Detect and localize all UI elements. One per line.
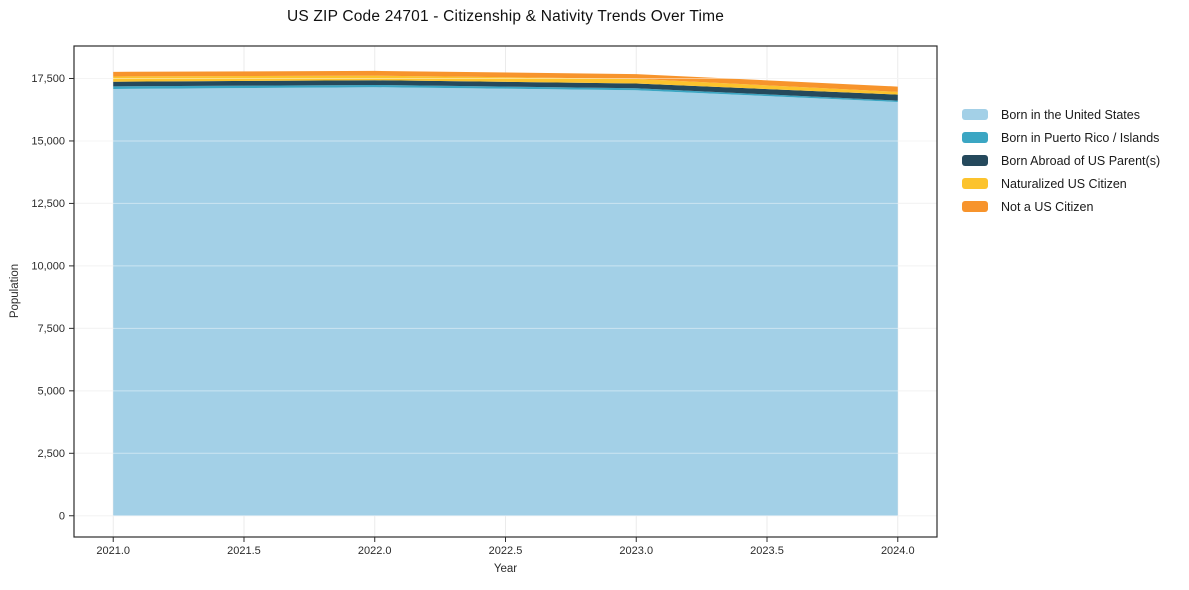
svg-text:2022.5: 2022.5 [489,545,523,557]
svg-text:7,500: 7,500 [37,323,65,335]
legend-swatch-icon [962,178,988,189]
svg-text:12,500: 12,500 [31,198,65,210]
svg-text:15,000: 15,000 [31,135,65,147]
legend-item-1: Born in Puerto Rico / Islands [962,126,1160,149]
legend-label: Born Abroad of US Parent(s) [1001,153,1161,168]
svg-text:17,500: 17,500 [31,73,65,85]
chart-title: US ZIP Code 24701 - Citizenship & Nativi… [286,8,725,25]
y-tick-labels: 0 2,500 5,000 7,500 10,000 12,500 15,000 17,500 [31,73,65,522]
svg-text:2022.0: 2022.0 [358,545,392,557]
x-tick-labels: 2021.0 2021.5 2022.0 2022.5 2023.0 2023.5 2024… [96,545,914,557]
area-series-3 [113,75,898,95]
x-axis-label: Year [493,563,518,575]
legend-swatch-icon [962,132,988,143]
svg-text:2021.0: 2021.0 [96,545,130,557]
svg-text:2023.0: 2023.0 [619,545,653,557]
area-series-0 [113,87,898,516]
tick-marks [69,77,899,542]
legend-item-2: Born Abroad of US Parent(s) [962,149,1160,172]
legend: Born in the United States Born in Puerto … [962,103,1160,218]
legend-swatch-icon [962,201,988,212]
svg-text:5,000: 5,000 [37,385,65,397]
legend-item-0: Born in the United States [962,103,1160,126]
svg-text:10,000: 10,000 [31,260,65,272]
svg-text:2023.5: 2023.5 [750,545,784,557]
legend-swatch-icon [962,109,988,120]
legend-label: Naturalized US Citizen [1001,176,1127,191]
grid-over [74,77,937,517]
svg-text:2021.5: 2021.5 [227,545,261,557]
svg-text:2024.0: 2024.0 [881,545,915,557]
svg-text:0: 0 [59,510,65,522]
stacked-areas [113,70,898,516]
y-axis-label: Population [9,263,21,319]
legend-item-4: Not a US Citizen [962,195,1160,218]
svg-text:2,500: 2,500 [37,448,65,460]
legend-label: Not a US Citizen [1001,199,1094,214]
legend-item-3: Naturalized US Citizen [962,172,1160,195]
area-series-2 [113,80,898,101]
legend-swatch-icon [962,155,988,166]
area-series-1 [113,84,898,102]
legend-label: Born in Puerto Rico / Islands [1001,130,1160,145]
legend-label: Born in the United States [1001,107,1140,122]
area-series-4 [113,70,898,92]
